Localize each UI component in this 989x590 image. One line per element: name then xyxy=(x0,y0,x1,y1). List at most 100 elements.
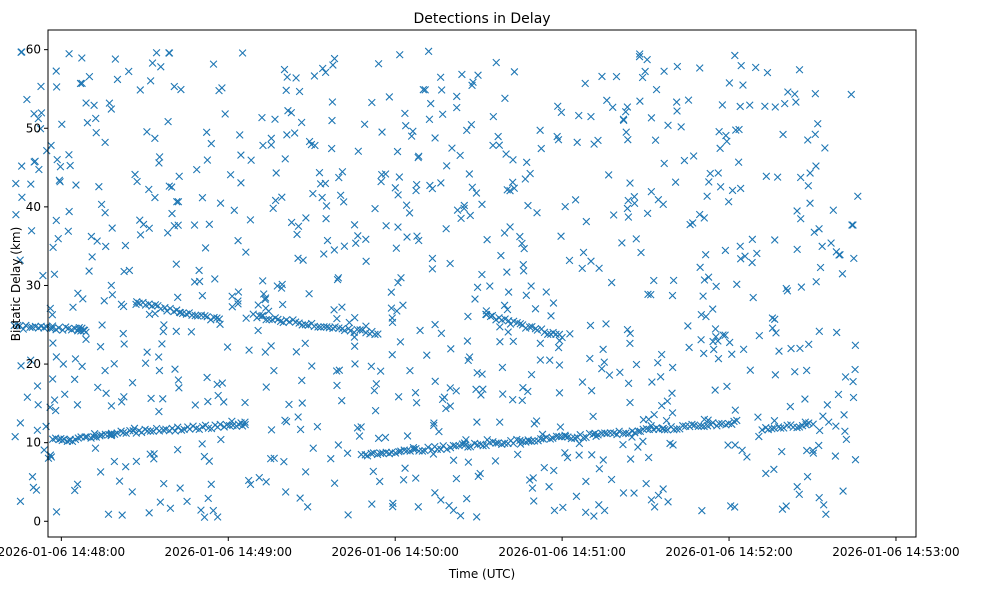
data-point xyxy=(827,239,835,247)
data-point xyxy=(246,216,255,224)
data-point xyxy=(442,224,450,233)
data-point xyxy=(107,105,116,113)
data-point xyxy=(849,377,857,386)
data-point xyxy=(458,440,467,448)
y-tick-label: 60 xyxy=(26,43,41,57)
data-point xyxy=(609,211,618,219)
data-point xyxy=(709,337,717,346)
data-point xyxy=(555,432,563,441)
data-point xyxy=(294,254,302,263)
data-point xyxy=(201,244,210,252)
data-point xyxy=(725,79,734,87)
data-point xyxy=(402,201,411,209)
data-point xyxy=(715,419,723,428)
data-point xyxy=(688,420,696,429)
data-point xyxy=(581,508,590,517)
data-point xyxy=(452,92,461,101)
data-point xyxy=(65,49,73,58)
data-point xyxy=(259,141,267,150)
data-point xyxy=(118,511,126,519)
data-point xyxy=(732,280,741,289)
data-point xyxy=(537,144,546,153)
data-point xyxy=(424,443,432,452)
data-point xyxy=(367,449,376,458)
data-point xyxy=(261,295,269,304)
data-point xyxy=(167,183,176,191)
data-point xyxy=(657,350,666,359)
data-point xyxy=(440,393,449,402)
data-point xyxy=(660,159,669,168)
data-point xyxy=(524,436,532,444)
data-point xyxy=(783,287,792,295)
data-point xyxy=(371,330,379,339)
data-point xyxy=(271,196,280,205)
data-point xyxy=(495,141,504,149)
data-point xyxy=(458,70,466,79)
data-point xyxy=(294,413,302,421)
data-point xyxy=(375,477,384,486)
data-point xyxy=(442,404,450,413)
data-point xyxy=(547,312,555,320)
data-point xyxy=(209,60,218,68)
data-point xyxy=(301,320,310,329)
data-point xyxy=(590,512,598,520)
data-point xyxy=(678,421,687,430)
x-tick-label: 2026-01-06 14:52:00 xyxy=(665,545,792,559)
data-point xyxy=(479,385,487,394)
data-point xyxy=(71,355,80,363)
data-point xyxy=(228,302,237,311)
data-point xyxy=(264,307,273,316)
data-point xyxy=(626,179,634,187)
data-point xyxy=(595,500,603,509)
data-point xyxy=(809,446,817,455)
data-point xyxy=(467,120,476,129)
data-point xyxy=(557,232,565,241)
data-point xyxy=(335,366,344,375)
data-point xyxy=(803,136,812,144)
data-point xyxy=(772,329,780,337)
data-point xyxy=(796,344,804,353)
data-point xyxy=(425,115,434,124)
data-point xyxy=(242,314,250,322)
data-point xyxy=(56,162,65,171)
data-point xyxy=(644,415,653,424)
data-point xyxy=(787,344,795,353)
data-point xyxy=(500,301,509,310)
data-point xyxy=(503,186,512,194)
data-point xyxy=(669,276,678,285)
data-point xyxy=(663,425,672,434)
data-point xyxy=(31,157,39,166)
data-point xyxy=(770,236,779,244)
data-point xyxy=(399,476,408,484)
data-point xyxy=(403,446,411,455)
data-point xyxy=(146,427,155,435)
data-point xyxy=(115,477,124,485)
data-point xyxy=(16,419,25,427)
data-point xyxy=(523,387,532,396)
data-point xyxy=(257,312,266,320)
data-point xyxy=(283,131,291,139)
data-point xyxy=(235,131,244,139)
data-point xyxy=(361,451,370,459)
data-point xyxy=(52,216,61,225)
data-point xyxy=(768,424,776,433)
data-point xyxy=(166,504,175,513)
data-point xyxy=(751,63,760,72)
data-point xyxy=(401,109,409,118)
data-point xyxy=(554,135,563,144)
data-point xyxy=(531,304,540,313)
data-point xyxy=(478,370,486,378)
data-point xyxy=(737,61,745,70)
data-point xyxy=(113,429,121,437)
data-point xyxy=(777,447,786,456)
data-point xyxy=(806,169,814,177)
data-point xyxy=(503,268,511,276)
data-point xyxy=(616,368,624,377)
data-point xyxy=(122,429,130,438)
data-point xyxy=(336,191,345,200)
data-point xyxy=(762,172,771,181)
data-point xyxy=(428,265,437,273)
data-point xyxy=(809,420,817,429)
data-point xyxy=(522,158,531,167)
data-point xyxy=(630,199,639,208)
